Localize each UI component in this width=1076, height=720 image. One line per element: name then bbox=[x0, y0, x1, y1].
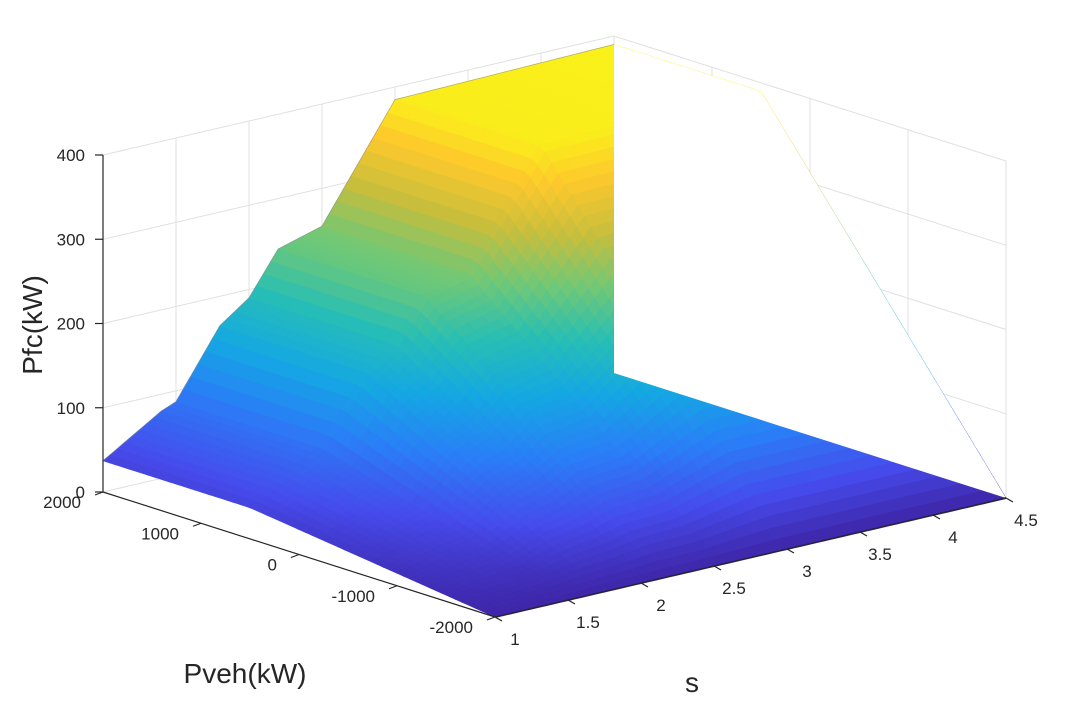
y-tick-label: 1000 bbox=[141, 524, 179, 543]
z-tick-label: 200 bbox=[57, 315, 85, 334]
z-tick-label: 400 bbox=[57, 146, 85, 165]
x-tick bbox=[713, 565, 722, 571]
surface bbox=[102, 44, 1007, 618]
z-tick-label: 300 bbox=[57, 230, 85, 249]
x-tick bbox=[786, 548, 795, 554]
y-tick-label: 2000 bbox=[43, 493, 81, 512]
surface-side bbox=[614, 44, 1006, 499]
x-tick bbox=[567, 599, 576, 605]
y-tick bbox=[192, 522, 202, 527]
x-tick-label: 1 bbox=[510, 630, 519, 649]
x-tick bbox=[640, 582, 649, 588]
y-tick bbox=[94, 491, 104, 496]
surface-back-edge bbox=[102, 44, 615, 462]
axis-line bbox=[494, 497, 1007, 618]
x-tick-label: 4.5 bbox=[1014, 511, 1038, 530]
x-tick-label: 4 bbox=[948, 528, 957, 547]
x-tick-label: 2.5 bbox=[722, 579, 746, 598]
y-tick bbox=[290, 553, 300, 559]
axes bbox=[94, 154, 1014, 622]
y-tick bbox=[486, 616, 496, 621]
y-tick-label: 0 bbox=[268, 556, 277, 575]
y-tick-label: -2000 bbox=[430, 618, 473, 637]
x-tick bbox=[859, 531, 868, 537]
z-tick-label: 0 bbox=[76, 483, 85, 502]
x-tick bbox=[932, 514, 941, 520]
x-tick bbox=[1005, 497, 1014, 503]
y-tick bbox=[388, 585, 398, 590]
x-axis-label: s bbox=[685, 667, 699, 698]
tick-labels: 0 100 200 300 400 -2000 -1000 0 1000 2000 1 1.5 2 2.5… bbox=[43, 146, 1038, 649]
x-tick bbox=[494, 616, 503, 622]
x-tick-label: 3.5 bbox=[868, 545, 892, 564]
x-tick-label: 1.5 bbox=[576, 613, 600, 632]
z-axis-label: Pfc(kW) bbox=[17, 275, 48, 375]
z-tick-label: 100 bbox=[57, 399, 85, 418]
x-tick-label: 3 bbox=[802, 562, 811, 581]
x-tick-label: 2 bbox=[656, 596, 665, 615]
y-tick-label: -1000 bbox=[332, 587, 375, 606]
y-axis-label: Pveh(kW) bbox=[184, 658, 307, 689]
